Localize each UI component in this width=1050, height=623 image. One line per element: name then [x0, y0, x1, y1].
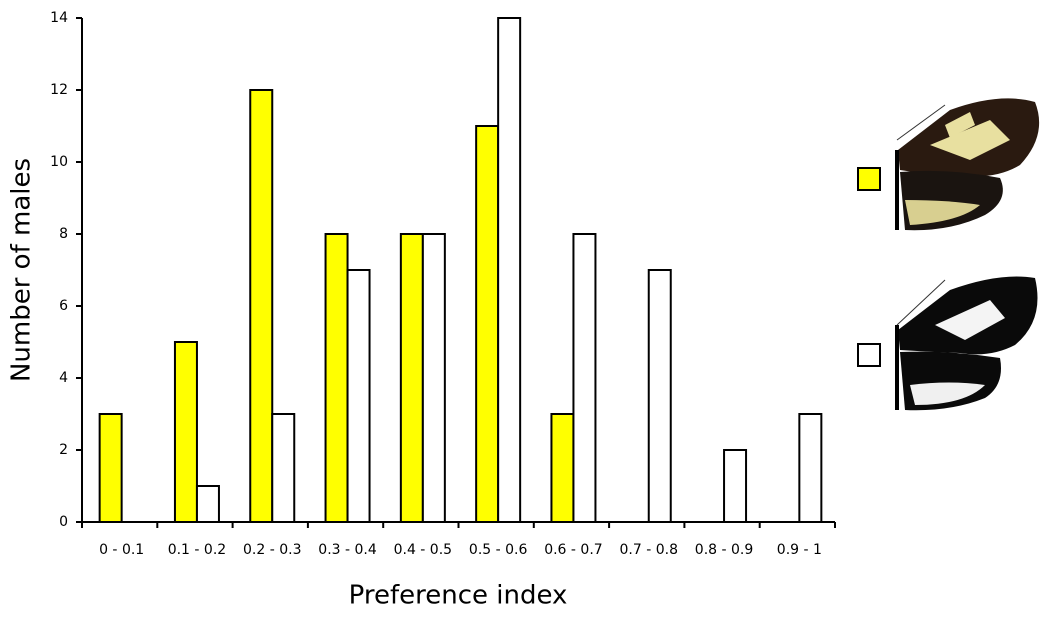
bar [723, 449, 748, 523]
bar [497, 17, 522, 523]
x-tick-label: 0.3 - 0.4 [318, 542, 377, 558]
x-tick-label: 0.1 - 0.2 [168, 542, 226, 558]
bar [173, 341, 198, 523]
x-tick-label: 0.9 - 1 [777, 542, 822, 558]
bar [421, 233, 446, 523]
y-tick-label: 0 [59, 514, 68, 530]
bar [798, 413, 823, 523]
bar [324, 233, 349, 523]
y-tick-label: 2 [59, 442, 68, 458]
bar [647, 269, 672, 523]
legend-swatch [857, 343, 881, 367]
bar [98, 413, 123, 523]
legend [857, 98, 1040, 411]
bar [572, 233, 597, 523]
x-tick-label: 0 - 0.1 [99, 542, 144, 558]
y-axis-label: Number of males [7, 158, 37, 382]
y-tick-label: 14 [50, 10, 68, 26]
bar [399, 233, 424, 523]
butterfly-yellow [895, 98, 1040, 231]
x-axis-label: Preference index [349, 581, 568, 611]
bar [195, 485, 220, 523]
bar [249, 89, 274, 523]
x-tick-label: 0.8 - 0.9 [695, 542, 753, 558]
bar [271, 413, 296, 523]
bar [550, 413, 575, 523]
y-tick-label: 4 [59, 370, 68, 386]
x-tick-label: 0.7 - 0.8 [620, 542, 678, 558]
butterfly-white [895, 276, 1038, 411]
bar [346, 269, 371, 523]
y-tick-label: 8 [59, 226, 68, 242]
x-tick-label: 0.4 - 0.5 [394, 542, 452, 558]
x-tick-label: 0.5 - 0.6 [469, 542, 528, 558]
y-tick-label: 12 [50, 82, 68, 98]
legend-swatch [857, 167, 881, 191]
x-tick-label: 0.6 - 0.7 [544, 542, 602, 558]
bar [475, 125, 500, 523]
y-tick-label: 10 [50, 154, 68, 170]
y-tick-label: 6 [59, 298, 68, 314]
x-tick-label: 0.2 - 0.3 [243, 542, 301, 558]
